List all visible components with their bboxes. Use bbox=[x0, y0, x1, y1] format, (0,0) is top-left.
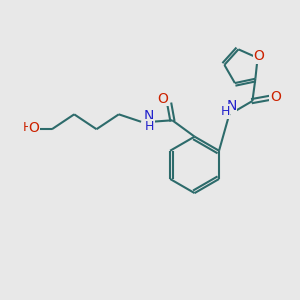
Text: O: O bbox=[157, 92, 168, 106]
Text: O: O bbox=[254, 50, 265, 63]
Text: O: O bbox=[28, 121, 40, 135]
Text: N: N bbox=[144, 109, 154, 123]
Text: H: H bbox=[144, 120, 154, 133]
Text: H: H bbox=[220, 105, 230, 118]
Text: O: O bbox=[270, 89, 281, 103]
Text: N: N bbox=[226, 99, 237, 113]
Text: H: H bbox=[22, 121, 32, 134]
